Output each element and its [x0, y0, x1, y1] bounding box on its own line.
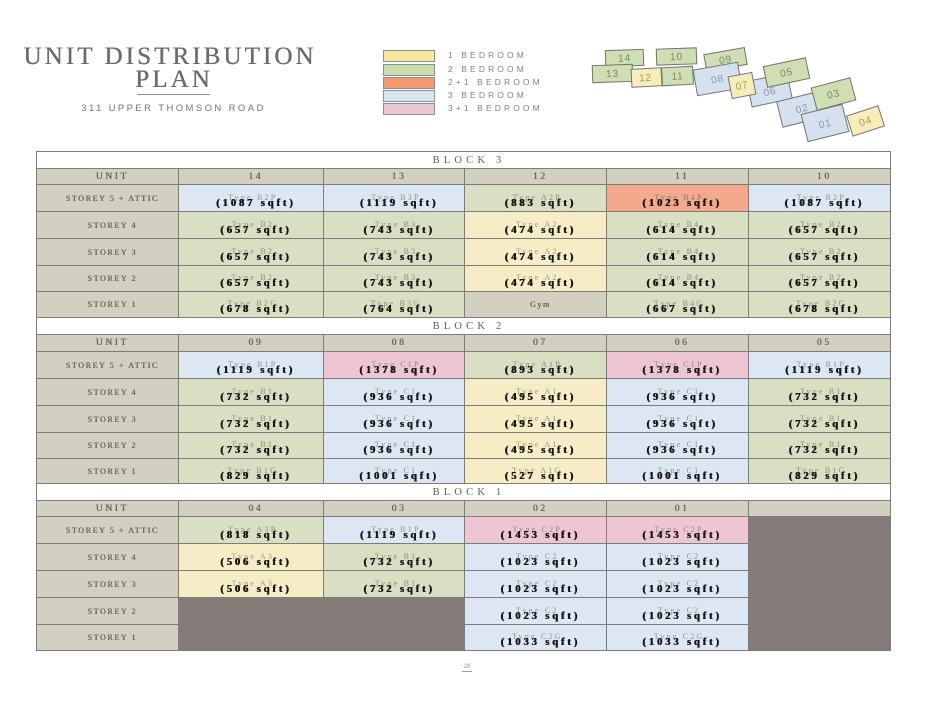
svg-text:10: 10: [670, 52, 683, 63]
svg-text:11: 11: [671, 71, 684, 83]
svg-text:01: 01: [818, 118, 833, 132]
svg-text:03: 03: [826, 88, 841, 102]
svg-text:06: 06: [763, 86, 778, 99]
svg-text:14: 14: [618, 53, 631, 64]
svg-text:12: 12: [639, 73, 652, 85]
svg-text:13: 13: [606, 69, 619, 80]
svg-text:05: 05: [779, 67, 794, 80]
svg-text:08: 08: [710, 73, 725, 86]
svg-text:07: 07: [735, 80, 750, 93]
svg-text:04: 04: [858, 115, 874, 129]
